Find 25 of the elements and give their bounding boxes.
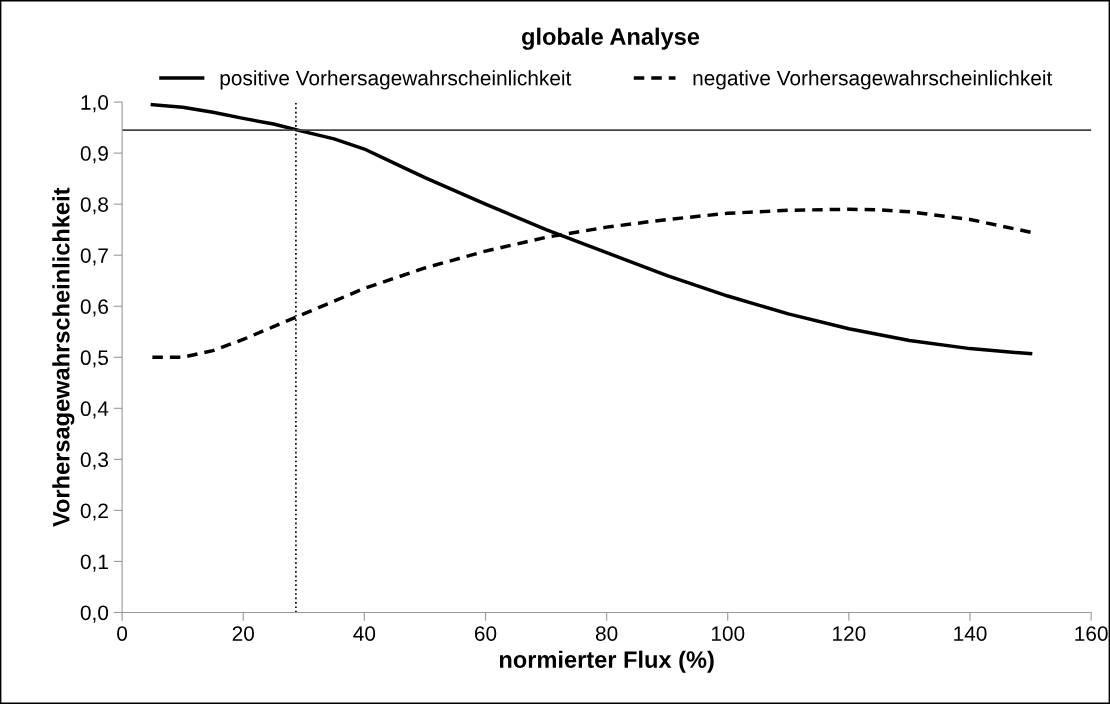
y-tick-label: 0,2 bbox=[80, 503, 108, 521]
x-tick-label: 60 bbox=[474, 626, 497, 641]
y-tick-label: 0,9 bbox=[80, 146, 108, 164]
legend-label: positive Vorhersagewahrscheinlichkeit bbox=[220, 70, 572, 90]
y-axis-title: Vorhersagewahrscheinlichkeit bbox=[52, 187, 75, 527]
y-tick-label: 0,4 bbox=[80, 401, 109, 419]
x-tick-label: 40 bbox=[353, 626, 376, 641]
x-tick-label: 80 bbox=[595, 626, 618, 641]
x-tick-label: 0 bbox=[117, 626, 128, 641]
y-tick-label: 0,8 bbox=[80, 197, 108, 215]
x-tick-label: 120 bbox=[833, 626, 866, 641]
y-tick-label: 0,3 bbox=[80, 452, 108, 470]
chart-title: globale Analyse bbox=[522, 27, 700, 50]
y-tick-label: 0,7 bbox=[80, 248, 108, 266]
y-tick-label: 0,6 bbox=[80, 299, 108, 317]
x-tick-label: 140 bbox=[954, 626, 987, 641]
y-tick-label: 0,1 bbox=[80, 554, 108, 572]
legend-label: negative Vorhersagewahrscheinlichkeit bbox=[693, 70, 1053, 90]
x-tick-label: 20 bbox=[232, 626, 254, 641]
x-tick-label: 160 bbox=[1075, 626, 1108, 641]
x-tick-label: 100 bbox=[711, 626, 745, 641]
y-tick-label: 1,0 bbox=[81, 95, 109, 113]
y-tick-label: 0,0 bbox=[80, 605, 109, 623]
x-axis-title: normierter Flux (%) bbox=[499, 650, 714, 673]
y-tick-label: 0,5 bbox=[80, 350, 109, 368]
